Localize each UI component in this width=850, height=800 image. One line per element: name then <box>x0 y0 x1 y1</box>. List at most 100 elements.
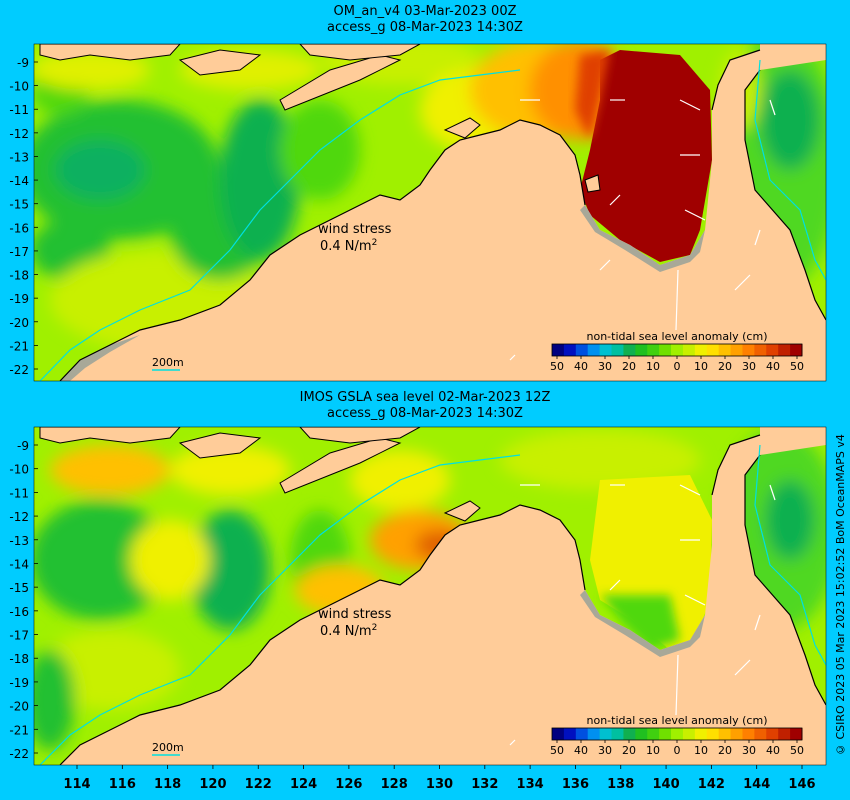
panel-1-colorbar-swatch <box>563 344 577 356</box>
panel-2-colorbar-swatch <box>659 728 672 740</box>
panel-1-colorbar-tick-label: 50 <box>550 360 564 373</box>
x-tick-label: 146 <box>788 777 815 792</box>
panel-2-colorbar: non-tidal sea level anomaly (cm) 50 40 30 2… <box>550 714 804 757</box>
panel-1-colorbar-swatch <box>778 344 791 356</box>
panel-1-y-tick-label: -12 <box>9 127 29 141</box>
panel-2-y-tick-label: -21 <box>9 723 29 737</box>
x-tick-label: 144 <box>743 777 770 792</box>
panel-1-colorbar-swatch <box>635 344 648 356</box>
x-tick-label: 116 <box>109 777 136 792</box>
panel-2-colorbar-tick-label: 40 <box>574 744 588 757</box>
panel-2-title: IMOS GSLA sea level 02-Mar-2023 12Z acce… <box>0 390 850 422</box>
panel-2-y-tick-label: -10 <box>9 463 29 477</box>
panel-2-colorbar-swatch <box>754 728 767 740</box>
panel-1-y-tick-label: -18 <box>9 269 29 283</box>
x-tick-label: 128 <box>381 777 408 792</box>
panel-1-y-tick-label: -19 <box>9 292 29 306</box>
panel-2-colorbar-swatch <box>742 728 755 740</box>
panel-1-y-tick-label: -22 <box>9 363 29 377</box>
panel-1-title-line1: OM_an_v4 03-Mar-2023 00Z <box>333 4 517 19</box>
panel-2-colorbar-swatch <box>635 728 648 740</box>
panel-1-colorbar-swatch <box>718 344 732 356</box>
panel-2-colorbar-tick-label: 20 <box>718 744 732 757</box>
x-tick-label: 136 <box>562 777 589 792</box>
panel-2-colorbar-swatch <box>623 728 636 740</box>
panel-2-colorbar-tick-label: 10 <box>646 744 660 757</box>
panel-1-y-tick-label: -14 <box>9 174 29 188</box>
panel-1-colorbar-tick-label: 20 <box>622 360 636 373</box>
panel-2-y-tick-label: -14 <box>9 557 29 571</box>
panel-2-y-tick-label: -18 <box>9 652 29 666</box>
panel-2-wind-label-line2: 0.4 N/m2 <box>320 623 377 639</box>
panel-2-colorbar-swatch <box>718 728 732 740</box>
panel-1-y-tick-label: -13 <box>9 150 29 164</box>
panel-1-colorbar-swatch <box>694 344 708 356</box>
panel-1-colorbar-swatch <box>611 344 624 356</box>
panel-2-map <box>34 427 826 765</box>
panel-1-y-tick-label: -11 <box>9 103 29 117</box>
panel-2-title-line2: access_g 08-Mar-2023 14:30Z <box>327 406 523 421</box>
panel-2-y-tick-label: -17 <box>9 629 29 643</box>
x-tick-label: 142 <box>698 777 725 792</box>
panel-1-colorbar-swatch <box>575 344 589 356</box>
x-tick-label: 130 <box>426 777 453 792</box>
panel-2-colorbar-swatch <box>611 728 624 740</box>
x-tick-label: 120 <box>199 777 226 792</box>
panel-1-colorbar-swatch <box>742 344 755 356</box>
panel-1-wind-value: 0.4 N/m <box>320 239 372 254</box>
panel-1-colorbar-swatch <box>647 344 660 356</box>
panel-1-colorbar: non-tidal sea level anomaly (cm) 50 40 30 2… <box>550 330 804 373</box>
panel-1-colorbar-swatch <box>587 344 601 356</box>
panel-1-colorbar-tick-label: 30 <box>598 360 612 373</box>
panel-1-title-line2: access_g 08-Mar-2023 14:30Z <box>327 20 523 35</box>
panel-1-colorbar-swatch <box>682 344 696 356</box>
panel-2-colorbar-swatch <box>766 728 779 740</box>
panel-1-y-tick-label: -20 <box>9 316 29 330</box>
panel-1-colorbar-tick-label: 20 <box>718 360 732 373</box>
panel-2-colorbar-swatch <box>563 728 577 740</box>
panel-2-colorbar-tick-label: 30 <box>598 744 612 757</box>
panel-2-colorbar-swatch <box>552 728 565 740</box>
panel-1-colorbar-swatch <box>599 344 613 356</box>
panel-2-colorbar-swatch <box>599 728 613 740</box>
panel-2-colorbar-tick-label: 30 <box>742 744 756 757</box>
panel-1-colorbar-tick-label: 10 <box>646 360 660 373</box>
panel-2-y-tick-label: -9 <box>17 439 29 453</box>
panel-2-y-tick-label: -22 <box>9 747 29 761</box>
panel-1-colorbar-title: non-tidal sea level anomaly (cm) <box>587 330 768 343</box>
x-tick-label: 118 <box>154 777 181 792</box>
panel-1-wind-label-line1: wind stress <box>318 222 392 237</box>
panel-2-colorbar-swatch <box>682 728 696 740</box>
panel-2-colorbar-swatch <box>647 728 660 740</box>
panel-1-y-tick-label: -10 <box>9 80 29 94</box>
x-tick-label: 140 <box>652 777 679 792</box>
panel-2-colorbar-tick-label: 40 <box>766 744 780 757</box>
panel-1-y-tick-label: -21 <box>9 339 29 353</box>
x-tick-label: 132 <box>471 777 498 792</box>
panel-1-colorbar-tick-label: 30 <box>742 360 756 373</box>
panel-2-colorbar-swatch <box>694 728 708 740</box>
panel-1-colorbar-swatch <box>754 344 767 356</box>
panel-2-y-tick-label: -15 <box>9 581 29 595</box>
x-tick-label: 122 <box>245 777 272 792</box>
panel-1-colorbar-tick-label: 40 <box>766 360 780 373</box>
panel-2-colorbar-swatch <box>778 728 791 740</box>
panel-1-colorbar-swatch <box>623 344 636 356</box>
panel-1-wind-label-line2: 0.4 N/m2 <box>320 238 377 254</box>
panel-2-y-tick-label: -20 <box>9 700 29 714</box>
panel-1-y-tick-label: -15 <box>9 198 29 212</box>
panel-1-depth-label: 200m <box>152 356 184 369</box>
panel-1-y-tick-label: -16 <box>9 221 29 235</box>
panel-2-y-tick-label: -13 <box>9 534 29 548</box>
panel-1-y-tick-label: -9 <box>17 56 29 70</box>
panel-2-wind-label-line1: wind stress <box>318 607 392 622</box>
panel-1-colorbar-swatch <box>671 344 684 356</box>
panel-2-depth-label: 200m <box>152 741 184 754</box>
panel-2-colorbar-title: non-tidal sea level anomaly (cm) <box>587 714 768 727</box>
panel-2-colorbar-tick-label: 0 <box>674 744 681 757</box>
panel-1-colorbar-swatch <box>706 344 720 356</box>
panel-2-colorbar-swatch <box>706 728 720 740</box>
x-tick-label: 114 <box>63 777 90 792</box>
panel-1-wind-sup: 2 <box>372 238 378 248</box>
panel-2-colorbar-tick-label: 20 <box>622 744 636 757</box>
